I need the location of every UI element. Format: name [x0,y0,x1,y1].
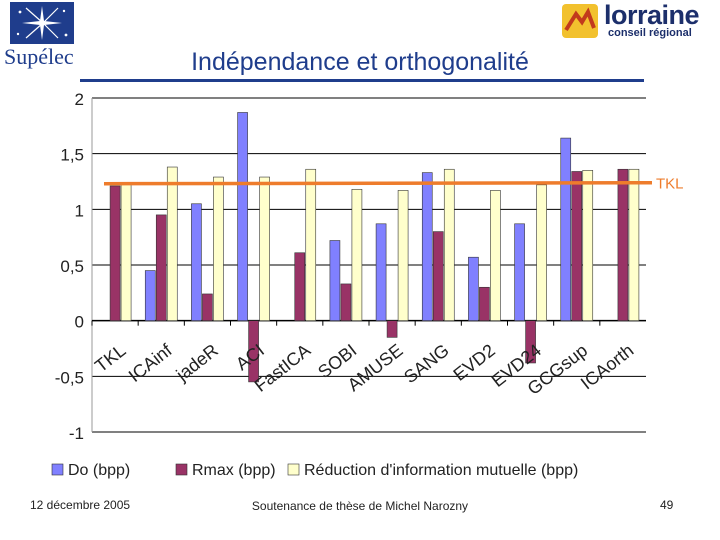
bar-SANG-series-3 [443,168,455,321]
bar-SANG-series-2 [432,231,444,321]
y-tick-label: 2 [75,90,84,109]
x-tick-label: jadeR [172,340,222,385]
tkl-reference-label: TKL [656,176,684,193]
x-tick-label: TKL [91,340,129,376]
bar-TKL-series-2 [109,185,121,321]
legend-swatch [51,463,64,476]
lorraine-emblem-icon [562,4,598,38]
bar-ICAinf-series-1 [144,270,156,321]
tkl-reference-line [103,180,653,186]
x-tick-label: SANG [400,340,453,387]
bar-EVD2-series-3 [490,190,501,321]
bar-jadeR-series-3 [213,176,224,321]
page-number: 49 [660,498,674,512]
supelec-star-emblem [10,2,74,44]
legend-label: Réduction d'information mutuelle (bpp) [304,462,578,479]
bar-AMUSE-series-3 [397,190,409,321]
x-tick-label: ICAorth [577,340,637,393]
lorraine-subtitle: conseil régional [608,27,692,39]
bar-SOBI-series-2 [340,283,352,321]
bar-FastICA-series-2 [294,252,306,321]
y-tick-label: -1 [69,424,84,443]
bar-EVD2-series-2 [479,286,490,321]
bar-ICAinf-series-2 [155,214,167,321]
bar-jadeR-series-1 [191,203,202,321]
y-tick-label: 0 [75,313,84,332]
bar-EVD24-series-1 [514,223,525,321]
legend-label: Rmax (bpp) [192,462,276,479]
y-tick-label: 1,5 [60,146,84,165]
bar-SOBI-series-1 [329,240,341,321]
legend-swatch [287,463,300,476]
bar-FastICA-series-3 [305,168,317,321]
footer-description: Soutenance de thèse de Michel Narozny [251,499,469,513]
bar-GCGsup-series-2 [571,171,583,321]
bar-GCGsup-series-3 [582,170,594,321]
y-tick-label: -0,5 [55,368,84,387]
bar-AMUSE-series-1 [375,223,387,321]
x-tick-label: ACI [232,340,268,374]
x-tick-label: ICAinf [125,339,177,386]
lorraine-name: lorraine [604,0,700,30]
bar-AMUSE-series-2 [386,320,398,338]
lorraine-logo: lorraine conseil régional [560,0,720,44]
supelec-logo-text: Supélec [4,44,74,69]
supelec-logo: Supélec [4,2,76,72]
bar-ACI-series-1 [237,112,248,321]
bar-ACI-series-2 [248,320,259,383]
y-tick-label: 1 [75,201,84,220]
y-tick-label: 0,5 [60,257,84,276]
bar-TKL-series-3 [120,183,132,321]
bar-ICAorth-series-2 [617,168,629,321]
legend-swatch [175,463,188,476]
bar-ACI-series-3 [259,176,270,321]
bar-SANG-series-1 [421,172,433,321]
bar-GCGsup-series-1 [560,137,572,321]
bar-jadeR-series-2 [202,293,213,321]
bar-EVD24-series-3 [536,184,547,321]
bar-EVD24-series-2 [525,320,536,364]
bar-ICAinf-series-3 [166,166,178,321]
footer-date: 12 décembre 2005 [30,498,131,512]
bar-ICAorth-series-3 [628,168,640,321]
bar-EVD2-series-1 [468,256,479,321]
title-underline [80,79,644,82]
bar-SOBI-series-3 [351,188,363,321]
legend-label: Do (bpp) [68,462,130,479]
page-title: Indépendance et orthogonalité [191,48,529,76]
